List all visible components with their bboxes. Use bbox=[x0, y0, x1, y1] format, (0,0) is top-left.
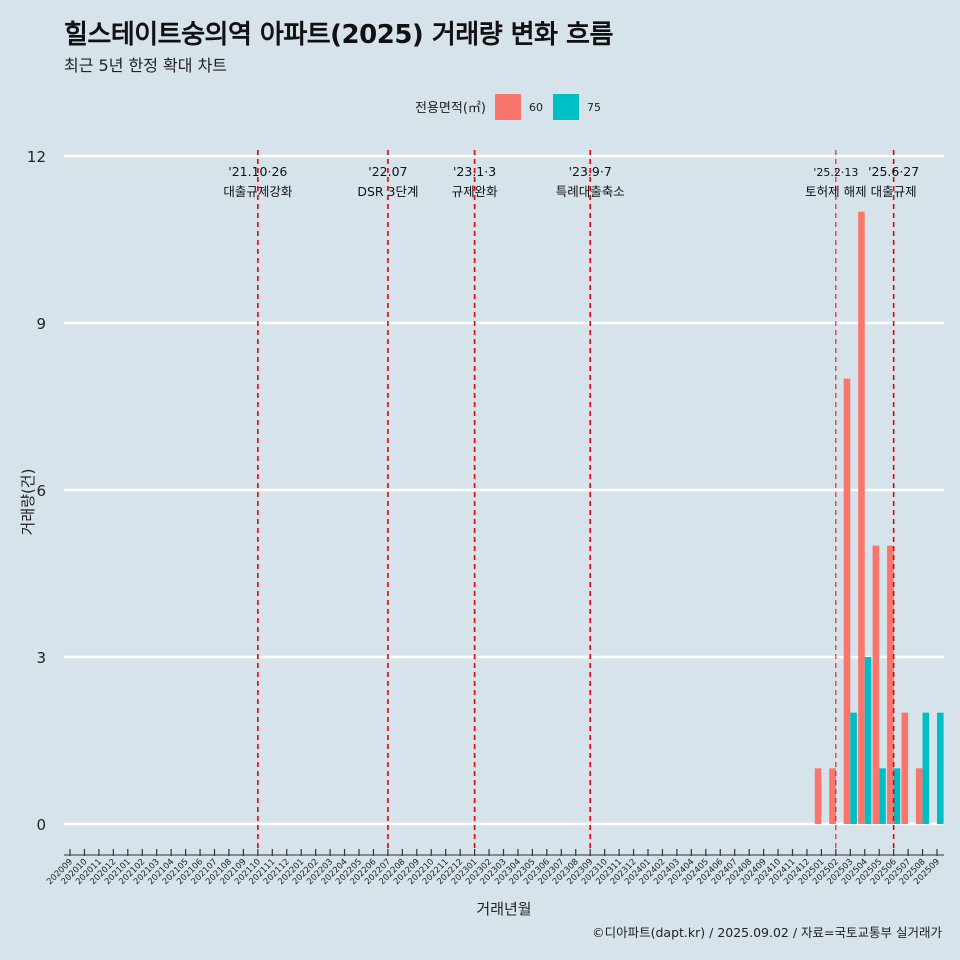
event-label-202110: 대출규제강화 bbox=[223, 184, 293, 199]
event-date-202502: '25.2·13 bbox=[813, 166, 858, 179]
source-caption: ©디아파트(dapt.kr) / 2025.09.02 / 자료=국토교통부 실… bbox=[592, 925, 942, 940]
bar-75-202508 bbox=[922, 712, 930, 824]
event-label-202207: DSR 3단계 bbox=[357, 184, 418, 199]
bar-75-202504 bbox=[864, 657, 872, 824]
bar-75-202505 bbox=[879, 768, 886, 824]
bar-60-202503 bbox=[843, 378, 851, 824]
legend-title: 전용면적(㎡) bbox=[415, 101, 486, 116]
bar-60-202508 bbox=[915, 768, 923, 824]
x-axis-label: 거래년월 bbox=[476, 900, 531, 918]
bar-60-202501 bbox=[814, 768, 822, 824]
event-date-202301: '23.1·3 bbox=[453, 164, 496, 179]
chart-subtitle: 최근 5년 한정 확대 차트 bbox=[64, 56, 228, 75]
y-axis-label: 거래량(건) bbox=[19, 469, 37, 536]
y-tick-label-6: 6 bbox=[36, 482, 46, 500]
x-axis: 2020092020102020112020122021012021022021… bbox=[45, 849, 944, 887]
event-annotations: '21.10·26 대출규제강화 '22.07 DSR 3단계 '23.1·3 규제완화 '… bbox=[223, 150, 919, 852]
y-tick-label-0: 0 bbox=[36, 816, 46, 834]
legend-swatch-60 bbox=[495, 94, 521, 120]
event-label-202309: 특례대출축소 bbox=[556, 184, 625, 199]
event-label-202301: 규제완화 bbox=[452, 184, 499, 199]
event-date-202207: '22.07 bbox=[368, 164, 407, 179]
bar-75-202509 bbox=[937, 712, 944, 824]
legend-swatch-75 bbox=[553, 94, 579, 120]
y-tick-label-12: 12 bbox=[27, 148, 46, 166]
y-tick-label-9: 9 bbox=[36, 315, 46, 333]
y-tick-label-3: 3 bbox=[36, 649, 46, 667]
bar-75-202503 bbox=[850, 712, 857, 824]
bar-75-202506 bbox=[893, 768, 901, 824]
bar-60-202505 bbox=[872, 545, 880, 824]
event-date-202110: '21.10·26 bbox=[228, 164, 287, 179]
legend-label-75: 75 bbox=[587, 101, 601, 114]
bar-60-202506 bbox=[887, 545, 894, 824]
legend: 전용면적(㎡) 60 75 bbox=[415, 94, 601, 120]
event-date-202506: '25.6·27 bbox=[868, 164, 919, 179]
event-date-202309: '23.9·7 bbox=[569, 164, 612, 179]
grid-lines: 0 3 6 9 12 bbox=[27, 148, 944, 834]
bar-60-202504 bbox=[858, 211, 865, 824]
event-label-202506: 대출규제 bbox=[871, 184, 917, 199]
bars bbox=[814, 211, 944, 824]
legend-label-60: 60 bbox=[529, 101, 543, 114]
bar-60-202502 bbox=[829, 768, 836, 824]
bar-60-202507 bbox=[901, 712, 909, 824]
chart-title: 힐스테이트숭의역 아파트(2025) 거래량 변화 흐름 bbox=[64, 20, 613, 50]
event-label-202502: 토허제 해제 bbox=[805, 184, 866, 199]
